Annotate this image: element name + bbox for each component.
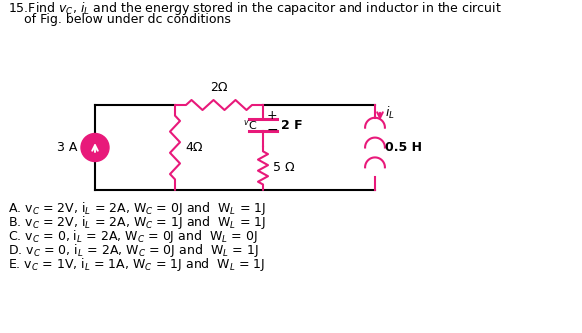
Text: −: − — [267, 123, 279, 137]
Text: $i_L$: $i_L$ — [385, 105, 395, 121]
Text: +: + — [267, 109, 278, 122]
Text: 2Ω: 2Ω — [210, 81, 228, 94]
Text: 3 A: 3 A — [56, 141, 77, 154]
Text: A. v$_C$ = 2V, i$_L$ = 2A, W$_C$ = 0J and  W$_L$ = 1J: A. v$_C$ = 2V, i$_L$ = 2A, W$_C$ = 0J an… — [8, 200, 266, 217]
Text: 2 F: 2 F — [281, 119, 303, 132]
Text: D. v$_C$ = 0, i$_L$ = 2A, W$_C$ = 0J and  W$_L$ = 1J: D. v$_C$ = 0, i$_L$ = 2A, W$_C$ = 0J and… — [8, 242, 258, 259]
Text: E. v$_C$ = 1V, i$_L$ = 1A, W$_C$ = 1J and  W$_L$ = 1J: E. v$_C$ = 1V, i$_L$ = 1A, W$_C$ = 1J an… — [8, 256, 265, 273]
Text: 0.5 H: 0.5 H — [385, 141, 422, 154]
Text: C. v$_C$ = 0, i$_L$ = 2A, W$_C$ = 0J and  W$_L$ = 0J: C. v$_C$ = 0, i$_L$ = 2A, W$_C$ = 0J and… — [8, 228, 258, 245]
Text: 15.Find $v_C$, $i_L$ and the energy stored in the capacitor and inductor in the : 15.Find $v_C$, $i_L$ and the energy stor… — [8, 0, 502, 17]
Text: of Fig. below under dc conditions: of Fig. below under dc conditions — [8, 13, 231, 26]
Text: B. v$_C$ = 2V, i$_L$ = 2A, W$_C$ = 1J and  W$_L$ = 1J: B. v$_C$ = 2V, i$_L$ = 2A, W$_C$ = 1J an… — [8, 214, 266, 231]
Text: $^{v}$C: $^{v}$C — [243, 119, 257, 133]
Circle shape — [81, 134, 109, 162]
Text: 5 Ω: 5 Ω — [273, 162, 294, 174]
Text: 4Ω: 4Ω — [185, 141, 203, 154]
